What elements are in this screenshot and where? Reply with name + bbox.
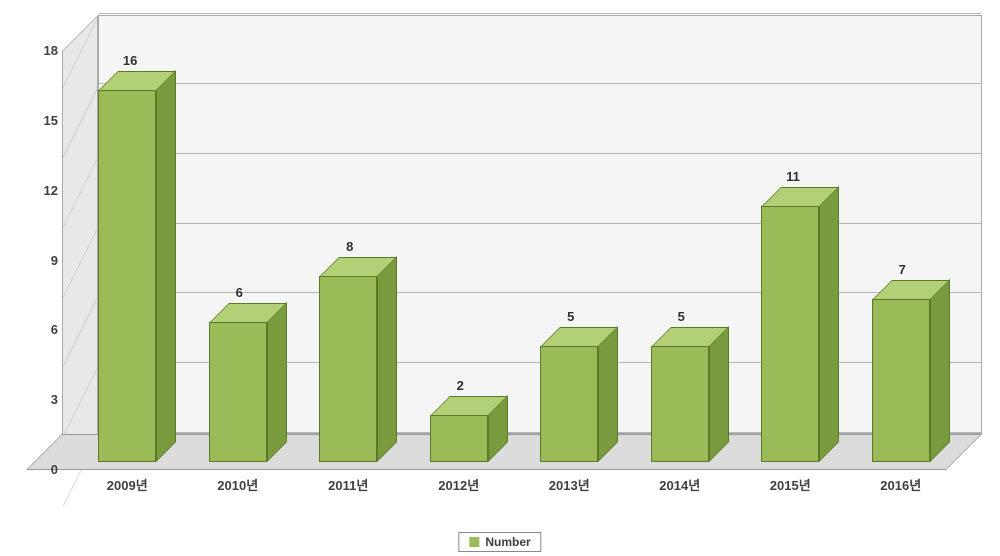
bar: 2 [430,415,488,462]
x-axis-label: 2012년 [438,475,479,494]
bar-value-label: 6 [236,285,243,300]
bar-value-label: 8 [346,239,353,254]
bar-side-face [267,302,287,462]
bar-front-face [651,346,709,462]
y-axis-label: 0 [30,462,58,477]
gridline [99,223,981,224]
x-axis-label: 2014년 [659,475,700,494]
bar-value-label: 5 [567,309,574,324]
bar-front-face [98,90,156,462]
y-axis-label: 6 [30,322,58,337]
legend: Number [458,532,541,552]
bar-side-face [709,326,729,462]
bar-side-face [377,256,397,462]
bar: 7 [872,299,930,462]
legend-label: Number [485,535,530,549]
gridline-side [63,364,99,437]
bar-value-label: 5 [678,309,685,324]
bar-value-label: 11 [786,169,800,184]
gridline-side [63,294,99,367]
x-axis-label: 2011년 [328,475,368,494]
bar: 5 [651,346,709,462]
bar: 11 [761,206,819,462]
gridline-side [63,15,99,88]
bar-front-face [540,346,598,462]
legend-swatch [469,537,479,547]
bar: 16 [98,90,156,462]
bar-side-face [819,186,839,462]
gridline-side [63,155,99,228]
bar-value-label: 16 [123,53,137,68]
gridline-side [63,225,99,298]
gridline [99,292,981,293]
x-axis-label: 2013년 [549,475,590,494]
bar-chart: 0369121518162009년62010년82011년22012년52013… [34,5,989,510]
y-axis-label: 12 [30,183,58,198]
bar: 5 [540,346,598,462]
y-axis-label: 18 [30,43,58,58]
gridline [99,13,981,14]
plot-area: 0369121518162009년62010년82011년22012년52013… [62,15,982,470]
gridline [99,83,981,84]
x-axis-label: 2016년 [880,475,921,494]
bar-front-face [761,206,819,462]
bar-side-face [598,326,618,462]
y-axis-label: 9 [30,253,58,268]
bar-value-label: 7 [899,262,906,277]
gridline-side [63,85,99,158]
gridline [99,153,981,154]
bar-front-face [872,299,930,462]
y-axis-label: 15 [30,113,58,128]
bar: 6 [209,322,267,462]
y-axis-label: 3 [30,392,58,407]
bar: 8 [319,276,377,462]
bar-front-face [430,415,488,462]
bar-front-face [209,322,267,462]
bar-front-face [319,276,377,462]
chart-side-wall [62,15,98,470]
x-axis-label: 2009년 [107,475,148,494]
bar-side-face [930,279,950,462]
x-axis-label: 2015년 [770,475,811,494]
bar-value-label: 2 [457,378,464,393]
bar-side-face [156,70,176,462]
x-axis-label: 2010년 [217,475,258,494]
